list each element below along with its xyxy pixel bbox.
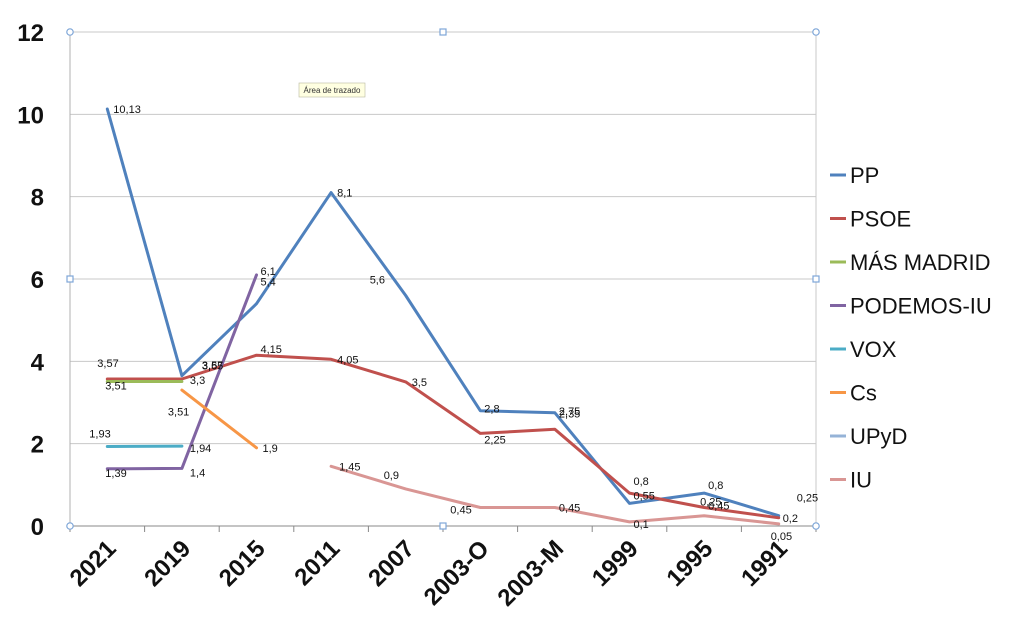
data-label: 1,39	[105, 468, 126, 480]
data-label: 0,55	[634, 490, 655, 502]
data-label: 5,6	[370, 274, 385, 286]
legend: PP PSOE MÁS MADRID PODEMOS-IU VOX Cs UPyD IU	[830, 163, 992, 493]
x-tick-label: 2003-O	[419, 535, 495, 611]
data-label: 0,8	[634, 476, 649, 488]
data-label: 1,9	[263, 443, 278, 455]
legend-label: PSOE	[850, 207, 911, 232]
x-tick-label: 2015	[214, 535, 271, 592]
data-label: 8,1	[337, 188, 352, 200]
series-line-iu[interactable]	[329, 464, 781, 526]
y-tick-label: 2	[31, 432, 44, 459]
selection-handle[interactable]	[812, 28, 820, 36]
data-label: 0,9	[384, 470, 399, 482]
data-label: 3,51	[168, 407, 189, 419]
data-label: 1,45	[339, 461, 360, 473]
y-tick-label: 0	[31, 514, 44, 541]
selection-handle[interactable]	[66, 522, 74, 530]
x-tick-label: 1999	[587, 535, 644, 592]
data-labels: 10,13 3,65 5,4 8,1 5,6 2,8 2,75 0,55 0,8 0,25 3,57…	[89, 104, 818, 543]
tooltip-box	[298, 82, 366, 98]
data-label: 0,25	[700, 497, 721, 509]
data-label: 0,05	[771, 531, 792, 543]
data-label: 1,93	[89, 429, 110, 441]
data-label: 4,15	[261, 344, 282, 356]
x-tick-label: 2021	[65, 535, 122, 592]
legend-label: IU	[850, 468, 872, 493]
x-tick-label: 2003-M	[493, 535, 570, 612]
legend-label: UPyD	[850, 424, 907, 449]
legend-label: Cs	[850, 381, 877, 406]
data-label: 0,2	[783, 513, 798, 525]
data-label: 0,1	[634, 519, 649, 531]
x-tick-label: 2007	[363, 535, 420, 592]
data-label: 3,65	[202, 361, 223, 373]
selection-handle[interactable]	[439, 28, 447, 36]
legend-label: VOX	[850, 337, 897, 362]
data-label: 5,4	[261, 277, 276, 289]
selection-handle[interactable]	[812, 522, 820, 530]
selection-handle[interactable]	[66, 275, 74, 283]
series-line-podemos-iu[interactable]	[105, 273, 258, 471]
series-line-psoe[interactable]	[105, 353, 781, 520]
legend-label: MÁS MADRID	[850, 250, 991, 275]
series-lines	[105, 107, 781, 526]
data-label: 1,4	[190, 467, 205, 479]
legend-label: PODEMOS-IU	[850, 294, 992, 319]
data-label: 3,51	[105, 381, 126, 393]
series-line-cs[interactable]	[180, 388, 258, 450]
data-label: 3,3	[190, 375, 205, 387]
data-label: 0,45	[450, 504, 471, 516]
data-label: 3,57	[97, 358, 118, 370]
x-tick-label: 1991	[736, 535, 793, 592]
x-tick-label: 2011	[289, 535, 345, 591]
data-label: 0,45	[708, 500, 729, 512]
data-label: 2,75	[559, 406, 580, 418]
plot-area[interactable]	[66, 28, 820, 532]
data-label: 1,94	[190, 443, 211, 455]
data-label: 3,5	[412, 377, 427, 389]
selection-handle[interactable]	[66, 28, 74, 36]
data-label: 2,8	[484, 404, 499, 416]
y-axis-ticks: 0 2 4 6 8 10 12	[17, 20, 44, 541]
data-label: 4,05	[337, 354, 358, 366]
selection-handle[interactable]	[439, 522, 447, 530]
x-tick-label: 1995	[661, 535, 718, 592]
x-tick-label: 2019	[139, 535, 196, 592]
data-label: 2,35	[559, 408, 580, 420]
data-label: 3,57	[202, 360, 223, 372]
data-label: 0,8	[708, 480, 723, 492]
plot-area-tooltip: Área de trazado	[298, 82, 366, 98]
y-tick-label: 8	[31, 185, 44, 212]
data-label: 2,25	[484, 434, 505, 446]
y-tick-label: 4	[31, 349, 45, 376]
data-label: 0,45	[559, 502, 580, 514]
series-line-pp[interactable]	[105, 107, 781, 518]
tooltip-text: Área de trazado	[304, 86, 361, 95]
gridlines	[70, 31, 816, 527]
data-label: 10,13	[113, 104, 141, 116]
y-tick-label: 6	[31, 267, 44, 294]
y-tick-label: 12	[17, 20, 44, 47]
data-label: 6,1	[261, 266, 276, 278]
y-tick-label: 10	[17, 102, 44, 129]
selection-handle[interactable]	[812, 275, 820, 283]
legend-label: PP	[850, 163, 879, 188]
data-label: 0,25	[797, 493, 818, 505]
